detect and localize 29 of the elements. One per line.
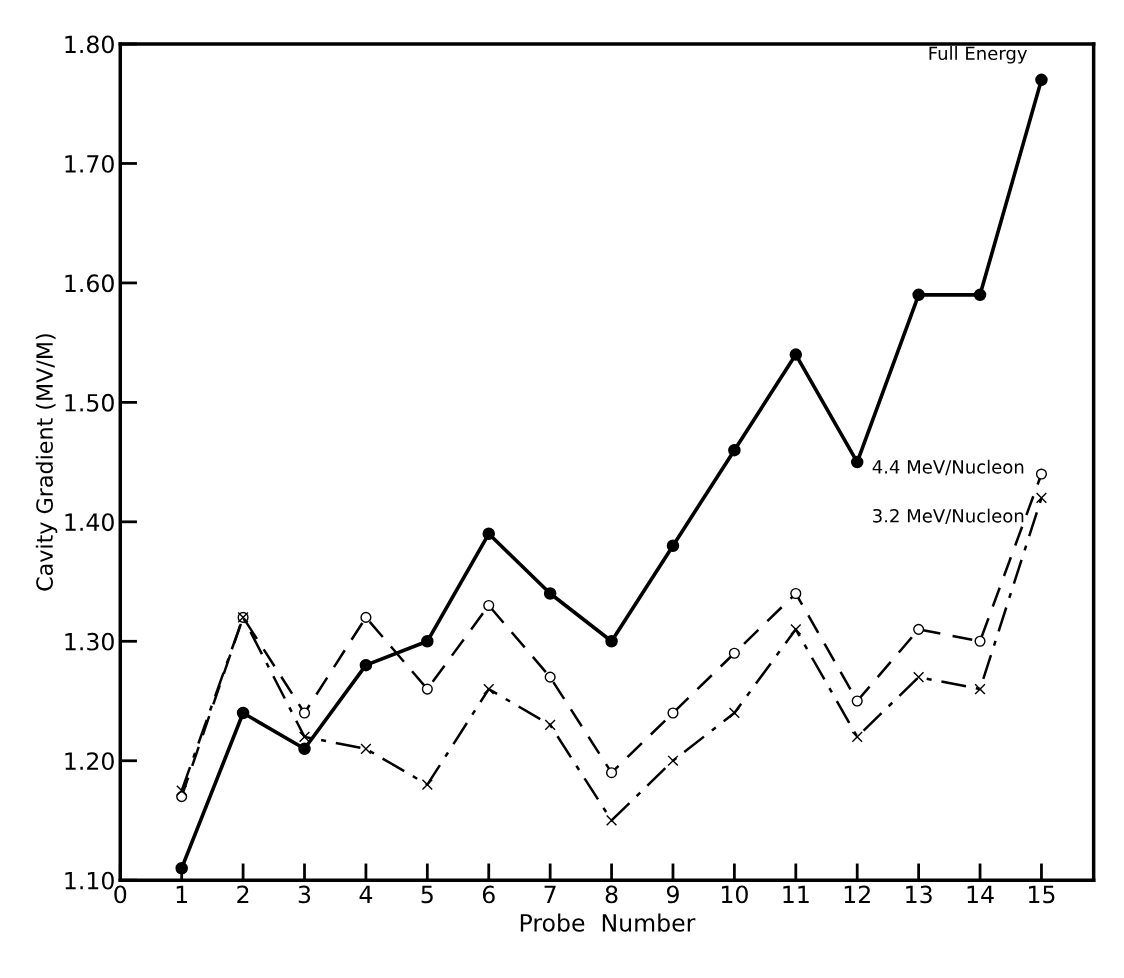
y-tick-label: 1.30 (65, 632, 114, 651)
x-tick-label: 12 (844, 885, 870, 903)
series-label: 3.2 MeV/Nucleon (873, 508, 1024, 525)
y-axis-title: Cavity Gradient (MV/M) (35, 334, 58, 591)
x-tick-label: 11 (783, 885, 809, 903)
y-tick-label: 1.10 (65, 871, 114, 890)
y-tick-label: 1.20 (65, 752, 114, 771)
x-tick-label: 10 (721, 885, 748, 904)
x-tick-label: 7 (544, 885, 556, 903)
x-tick-label: 2 (237, 885, 249, 903)
x-tick-label: 5 (421, 885, 433, 904)
x-tick-label: 4 (359, 885, 373, 903)
x-tick-label: 15 (1029, 885, 1055, 904)
x-tick-label: 6 (482, 885, 495, 904)
x-tick-label: 8 (605, 885, 618, 904)
x-tick-label: 3 (298, 885, 311, 904)
series-label: 4.4 MeV/Nucleon (872, 459, 1024, 476)
x-tick-label: 14 (967, 885, 994, 903)
y-tick-label: 1.70 (65, 154, 114, 173)
x-tick-label: 13 (906, 885, 932, 904)
y-tick-label: 1.60 (65, 274, 114, 293)
x-tick-label: 9 (666, 885, 679, 904)
series-label: Full Energy (929, 46, 1028, 64)
x-axis-title: Probe Number (520, 913, 696, 932)
x-tick-label: 0 (114, 885, 127, 904)
y-tick-label: 1.80 (65, 35, 114, 54)
x-tick-label: 1 (176, 885, 188, 903)
y-tick-label: 1.40 (65, 513, 114, 532)
y-tick-label: 1.50 (65, 393, 114, 412)
